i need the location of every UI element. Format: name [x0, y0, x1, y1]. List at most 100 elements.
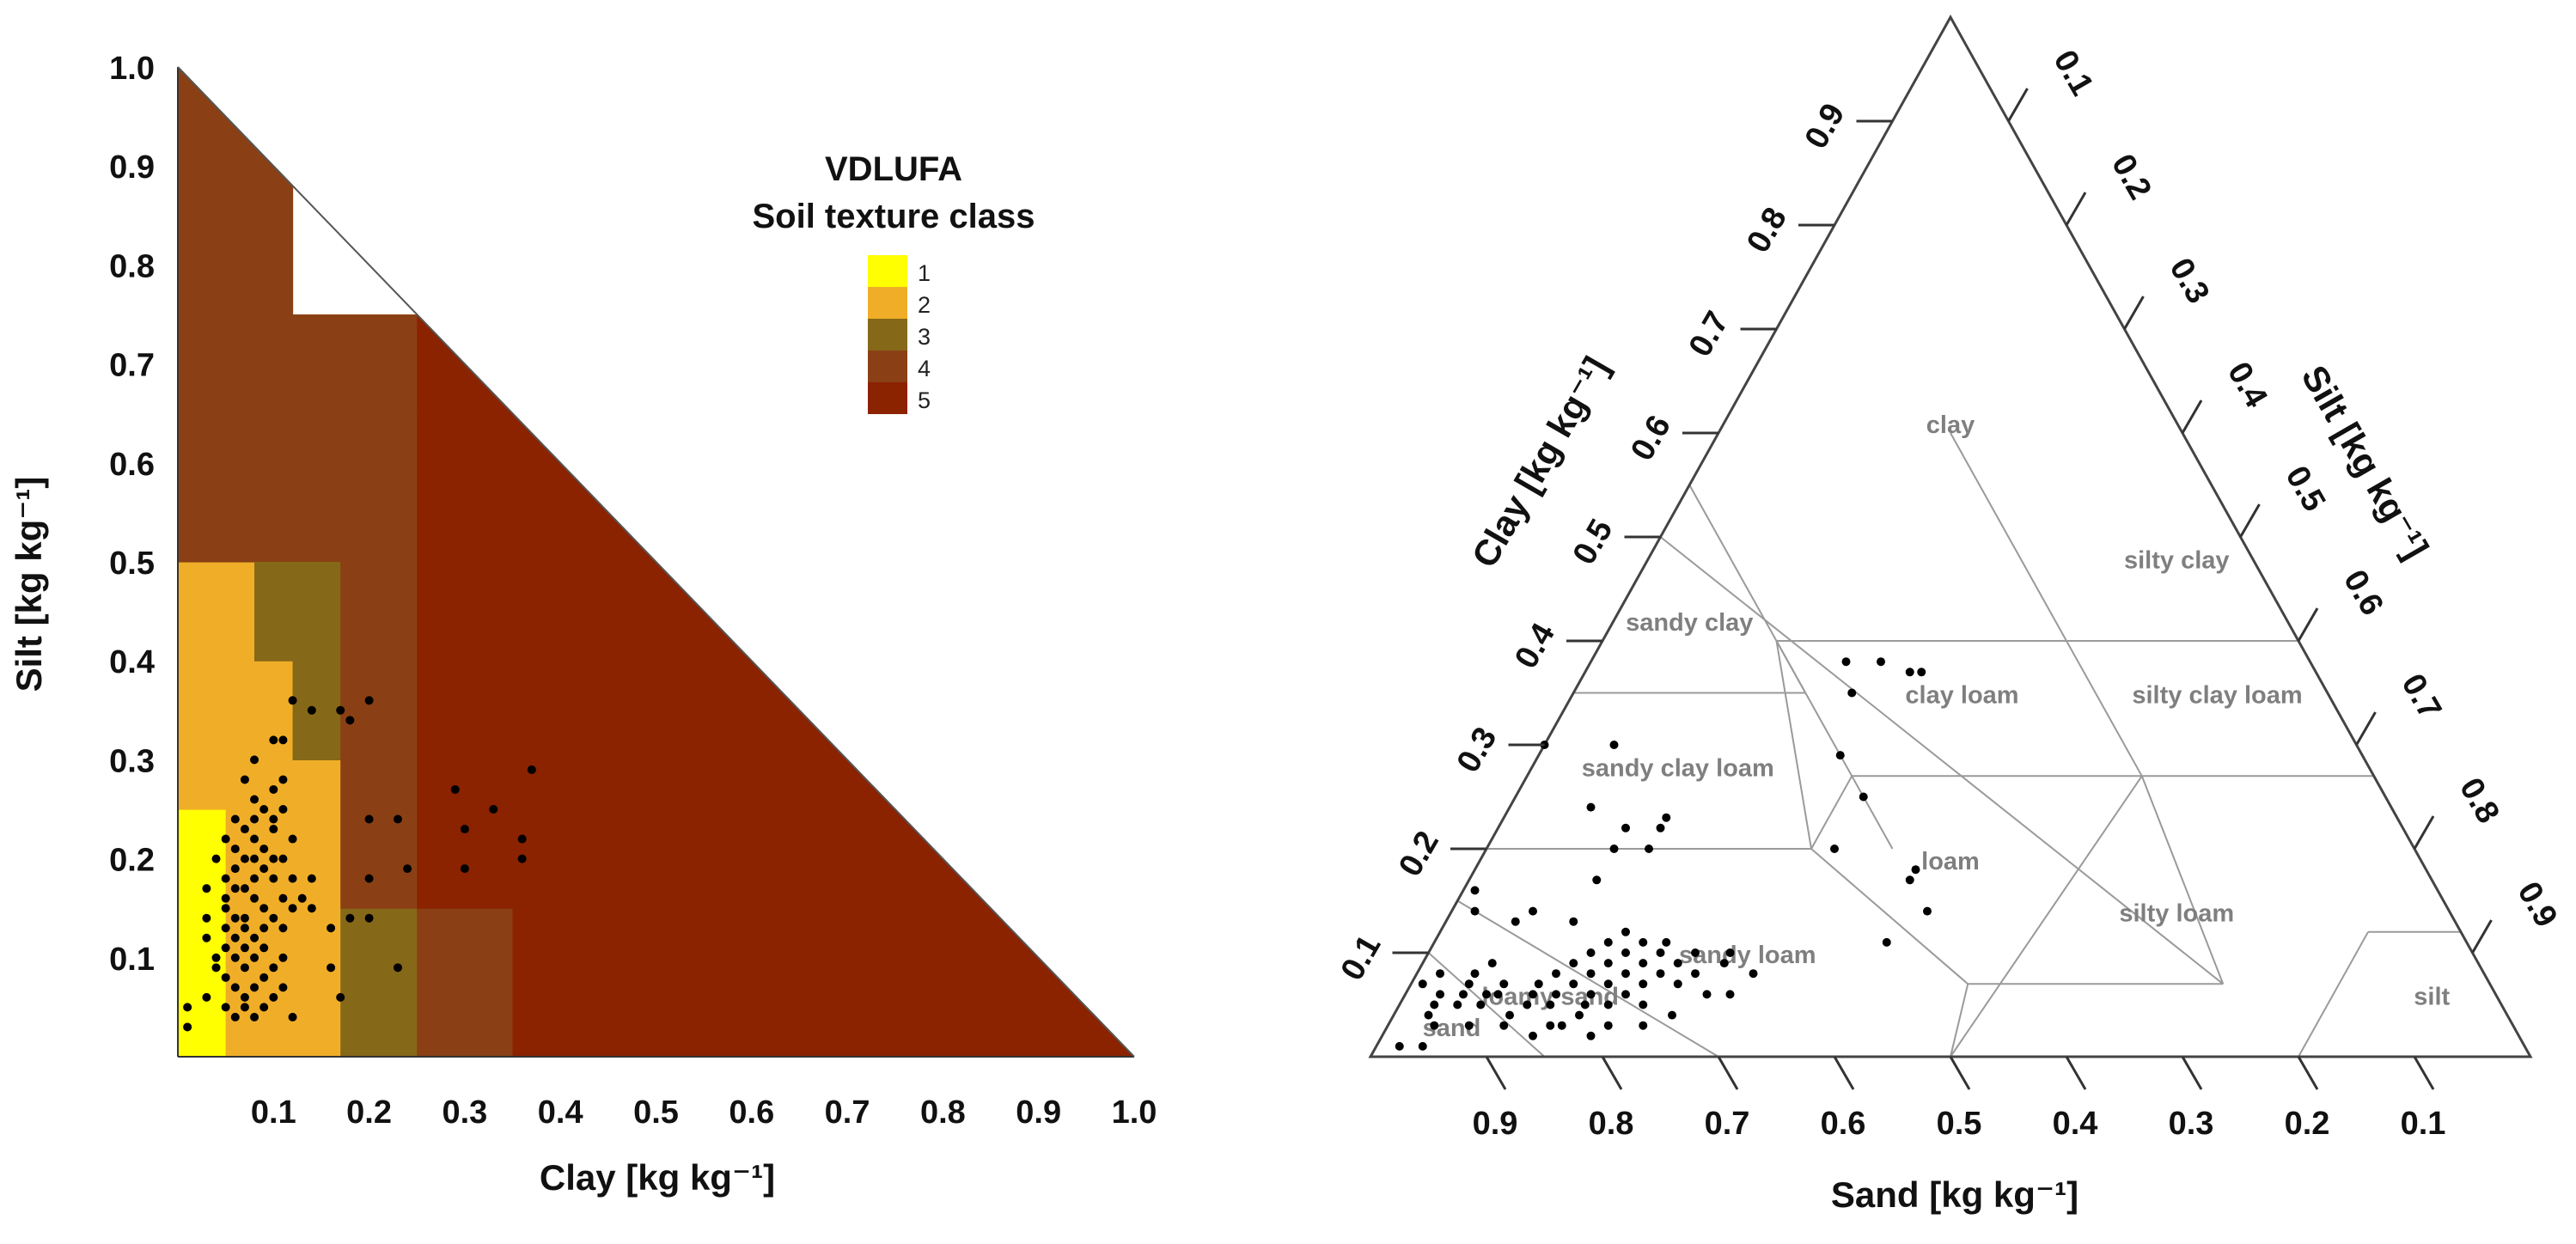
sample-point: [250, 1012, 259, 1021]
legend-swatch-4: [868, 351, 907, 382]
sample-point: [1487, 959, 1497, 968]
sample-point: [288, 834, 297, 844]
sample-point: [1529, 990, 1537, 999]
sample-point: [364, 696, 374, 705]
sample-point: [240, 854, 249, 863]
y-tick-label: 1.0: [109, 51, 155, 87]
y-tick-label: 0.3: [109, 743, 155, 779]
region-boundary: [1427, 952, 1546, 1058]
clay-tick-label: 0.4: [1508, 618, 1562, 675]
class-cell-3: [254, 562, 294, 662]
sand-tick-label: 0.3: [2169, 1106, 2214, 1142]
sample-point: [527, 765, 536, 774]
x-tick-label: 0.3: [442, 1095, 487, 1131]
legend-label-5: 5: [918, 387, 931, 413]
y-tick-label: 0.5: [109, 546, 155, 582]
sample-point: [1656, 823, 1665, 832]
left-y-axis-label: Silt [kg kg⁻¹]: [9, 477, 49, 692]
clay-tick-label: 0.9: [1798, 98, 1853, 156]
sample-point: [1436, 969, 1444, 979]
sand-tick: [1949, 1056, 1971, 1090]
sample-point: [240, 943, 249, 953]
sample-point: [1586, 990, 1596, 999]
class-cell-1: [178, 809, 227, 1057]
sample-point: [1691, 969, 1700, 979]
sample-point: [259, 973, 269, 982]
sample-point: [1639, 1000, 1648, 1009]
class-cell-4: [178, 67, 255, 563]
ternary-tick-labels: 0.9 0.8 0.7 0.6 0.5 0.4 0.3 0.2 0.10.10.20.30.40…: [1334, 45, 2565, 1142]
sample-point: [211, 854, 221, 863]
sample-point: [364, 814, 374, 824]
sample-point: [1569, 959, 1578, 968]
region-boundary: [2066, 640, 2143, 777]
left-axes: [177, 66, 1135, 1058]
sample-point: [1586, 1031, 1596, 1040]
sample-point: [202, 992, 211, 1002]
silt-tick: [2123, 296, 2145, 330]
clay-tick-label: 0.7: [1682, 306, 1737, 363]
sample-point: [1847, 688, 1857, 698]
sample-point: [1877, 657, 1885, 667]
sample-point: [364, 913, 374, 923]
legend-title-line2: Soil texture class: [752, 198, 1035, 235]
sample-point: [1569, 917, 1578, 926]
silt-tick: [2181, 399, 2203, 434]
silt-tick-label: 0.3: [2162, 253, 2216, 310]
sample-point: [202, 884, 211, 893]
sand-tick-label: 0.5: [1937, 1106, 1982, 1142]
sample-point: [1418, 1041, 1427, 1051]
sample-point: [1476, 1000, 1486, 1009]
sample-point: [1702, 990, 1712, 999]
clay-tick-label: 0.5: [1566, 514, 1621, 571]
sample-point: [1603, 1021, 1613, 1030]
sample-point: [269, 992, 278, 1002]
sample-point: [240, 924, 249, 933]
sample-point: [230, 913, 240, 923]
sample-point: [1569, 979, 1578, 989]
ternary-frame: [1368, 14, 2533, 1058]
region-boundary: [1775, 640, 1812, 850]
sample-point: [221, 874, 230, 883]
class-cell-3: [292, 562, 341, 760]
silt-tick: [2239, 503, 2261, 538]
sample-point: [517, 834, 527, 844]
left-x-axis-label: Clay [kg kg⁻¹]: [540, 1157, 775, 1198]
sample-point: [1719, 959, 1729, 968]
x-tick-label: 0.4: [538, 1095, 583, 1131]
sand-tick: [2413, 1056, 2435, 1090]
sample-point: [259, 845, 269, 854]
sample-point: [250, 755, 259, 765]
sample-point: [240, 1003, 249, 1012]
sample-point: [288, 874, 297, 883]
x-tick-label: 0.7: [825, 1095, 870, 1131]
sample-point: [336, 705, 345, 715]
sample-point: [1499, 979, 1509, 989]
sand-tick: [2297, 1056, 2319, 1090]
sample-point: [1668, 1010, 1676, 1020]
sample-point: [1905, 875, 1914, 885]
sample-point: [327, 924, 336, 933]
sample-point: [250, 795, 259, 804]
sample-point: [1546, 1000, 1555, 1009]
class-cell-5: [417, 314, 1134, 909]
ternary-points: [1395, 657, 1932, 1051]
sand-tick-label: 0.7: [1705, 1106, 1750, 1142]
sample-point: [297, 893, 307, 903]
sample-point: [1841, 657, 1851, 667]
y-tick-label: 0.2: [109, 843, 155, 879]
sample-point: [450, 784, 460, 794]
sample-point: [1673, 979, 1682, 989]
legend-swatch-3: [868, 319, 907, 351]
region-boundary: [2298, 931, 2369, 1058]
sample-point: [1523, 1000, 1532, 1009]
sample-point: [327, 963, 336, 973]
left-tick-labels: 0.1 0.2 0.3 0.4 0.5 0.6 0.7 0.8 0.9 1.0 0.1 0.2 0.3 0…: [109, 51, 1157, 1131]
sample-point: [1499, 1021, 1509, 1030]
region-boundary: [2140, 775, 2225, 985]
sample-point: [1621, 948, 1630, 957]
left-points: [183, 696, 536, 1032]
sample-point: [240, 913, 249, 923]
sample-point: [1621, 927, 1630, 936]
